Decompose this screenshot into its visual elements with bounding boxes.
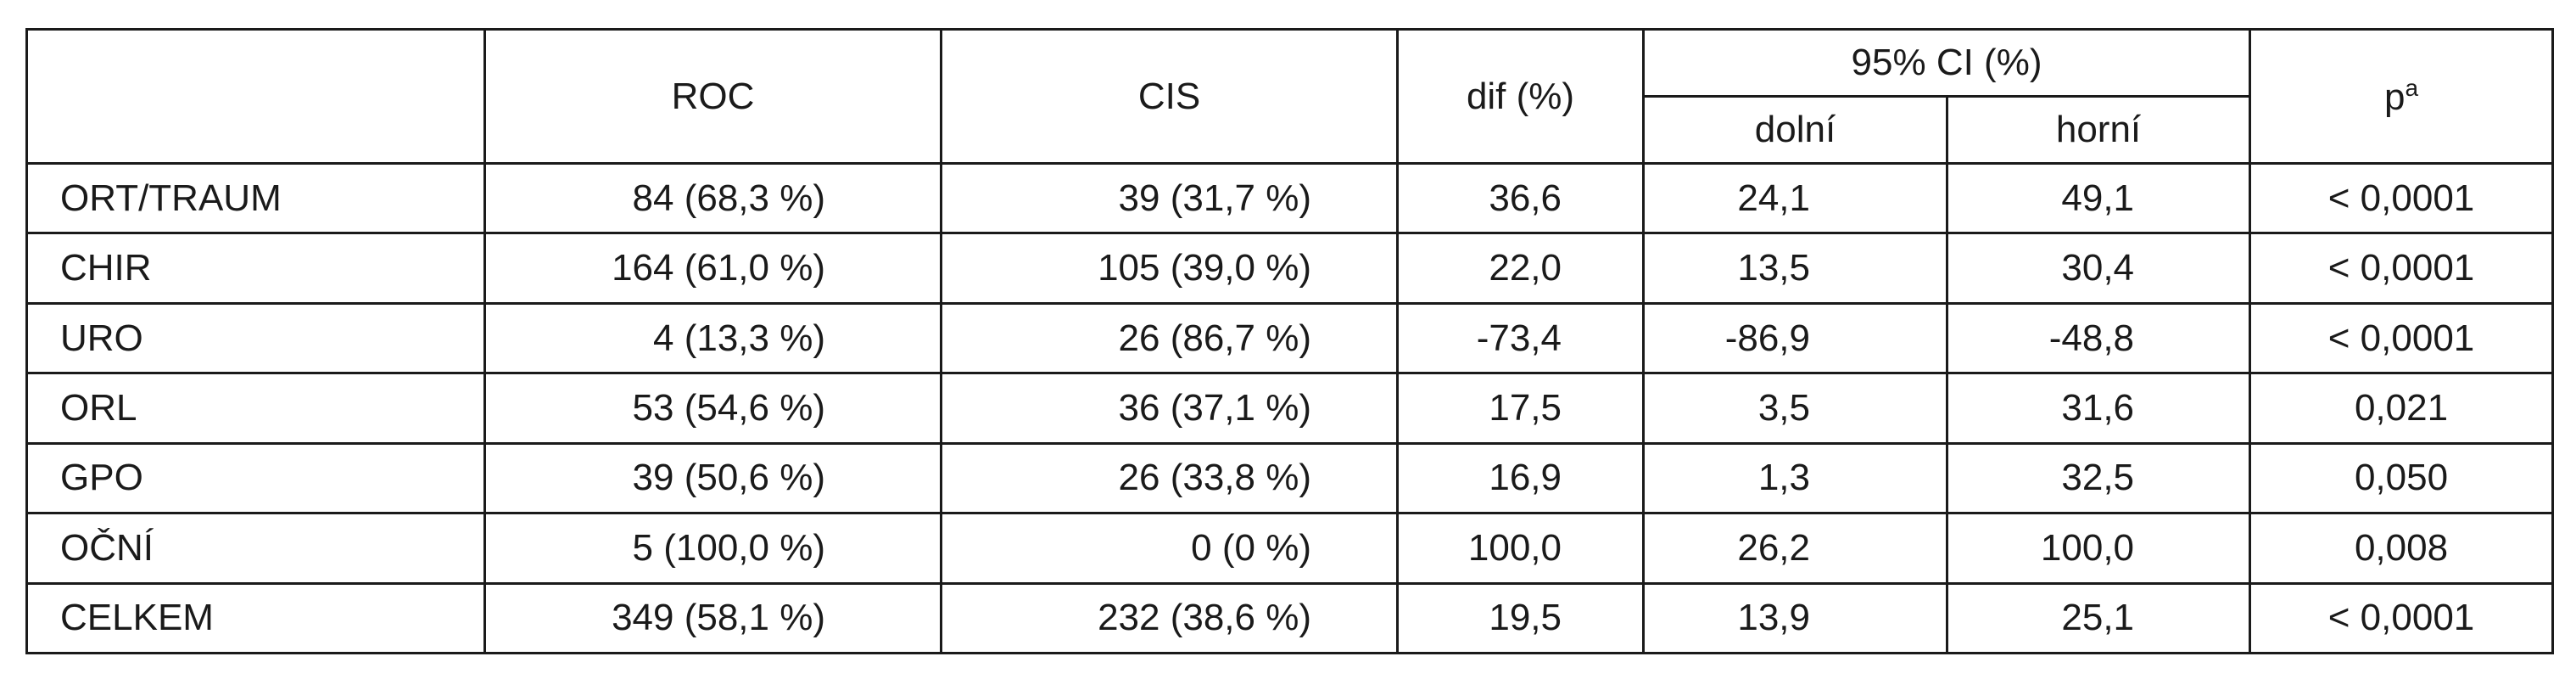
cell-cis: 232 (38,6 %) <box>940 581 1399 655</box>
results-table: ROC CIS dif (%) 95% CI (%) pa dolní horn… <box>25 28 2555 655</box>
header-row-sub: dolní horní <box>27 95 2553 165</box>
cell-dif: 19,5 <box>1396 581 1645 655</box>
cell-p-value: < 0,0001 <box>2249 161 2555 235</box>
header-row-top: ROC CIS dif (%) 95% CI (%) pa <box>25 28 2555 165</box>
table-row: OČNÍ 5 (100,0 %) 0 (0 %) 100,0 26,2 100,0 0,00… <box>25 512 2555 585</box>
cell-dif: 16,9 <box>1396 441 1645 515</box>
header-cis: CIS <box>940 28 1399 165</box>
results-table-container: ROC CIS dif (%) 95% CI (%) pa dolní horn… <box>25 28 2555 655</box>
cell-ci-upper: 49,1 <box>1945 161 2252 235</box>
cell-dif: 22,0 <box>1396 232 1645 305</box>
cell-roc: 5 (100,0 %) <box>483 512 942 585</box>
cell-ci-upper: 100,0 <box>1945 512 2252 585</box>
header-empty-cell <box>25 28 486 165</box>
header-p-label: p <box>2383 76 2406 118</box>
cell-roc: 53 (54,6 %) <box>483 372 942 445</box>
cell-ci-lower: 1,3 <box>1642 441 1948 515</box>
cell-cis: 0 (0 %) <box>940 512 1399 585</box>
cell-p-value: 0,008 <box>2249 512 2555 585</box>
table-row: CELKEM 349 (58,1 %) 232 (38,6 %) 19,5 13,9 25… <box>25 581 2555 655</box>
cell-ci-upper: 25,1 <box>1945 581 2252 655</box>
cell-roc: 349 (58,1 %) <box>483 581 942 655</box>
table-row: CHIR 164 (61,0 %) 105 (39,0 %) 22,0 13,5 30,4… <box>25 232 2555 305</box>
row-label: URO <box>25 301 486 375</box>
header-dif: dif (%) <box>1396 28 1645 165</box>
cell-cis: 36 (37,1 %) <box>940 372 1399 445</box>
table-row: ORL 53 (54,6 %) 36 (37,1 %) 17,5 3,5 31,6 0,02… <box>25 372 2555 445</box>
cell-p-value: < 0,0001 <box>2249 232 2555 305</box>
cell-cis: 26 (33,8 %) <box>940 441 1399 515</box>
row-label: GPO <box>25 441 486 515</box>
row-label: OČNÍ <box>25 512 486 585</box>
cell-roc: 4 (13,3 %) <box>483 301 942 375</box>
cell-dif: 17,5 <box>1396 372 1645 445</box>
cell-p-value: < 0,0001 <box>2249 301 2555 375</box>
table-row: GPO 39 (50,6 %) 26 (33,8 %) 16,9 1,3 32,5 0,05… <box>25 441 2555 515</box>
row-label: ORL <box>25 372 486 445</box>
cell-ci-upper: 32,5 <box>1945 441 2252 515</box>
row-label: CELKEM <box>25 581 486 655</box>
header-p-superscript: a <box>2405 74 2419 101</box>
row-label: CHIR <box>25 232 486 305</box>
cell-ci-lower: 26,2 <box>1642 512 1948 585</box>
header-roc: ROC <box>483 28 942 165</box>
cell-roc: 164 (61,0 %) <box>483 232 942 305</box>
cell-roc: 39 (50,6 %) <box>483 441 942 515</box>
cell-dif: -73,4 <box>1396 301 1645 375</box>
cell-cis: 26 (86,7 %) <box>940 301 1399 375</box>
cell-dif: 36,6 <box>1396 161 1645 235</box>
table-row: URO 4 (13,3 %) 26 (86,7 %) -73,4 -86,9 -48,8 <… <box>25 301 2555 375</box>
row-label: ORT/TRAUM <box>25 161 486 235</box>
table-row: ORT/TRAUM 84 (68,3 %) 39 (31,7 %) 36,6 24,1 4… <box>25 161 2555 235</box>
header-lower: dolní <box>1642 95 1948 165</box>
header-upper: horní <box>1945 95 2252 165</box>
cell-p-value: < 0,0001 <box>2249 581 2555 655</box>
cell-ci-upper: 31,6 <box>1945 372 2252 445</box>
cell-ci-lower: 13,5 <box>1642 232 1948 305</box>
cell-cis: 105 (39,0 %) <box>940 232 1399 305</box>
cell-roc: 84 (68,3 %) <box>483 161 942 235</box>
cell-ci-upper: 30,4 <box>1945 232 2252 305</box>
cell-dif: 100,0 <box>1396 512 1645 585</box>
cell-ci-lower: -86,9 <box>1642 301 1948 375</box>
table-body: ORT/TRAUM 84 (68,3 %) 39 (31,7 %) 36,6 24,1 4… <box>25 161 2555 655</box>
cell-p-value: 0,021 <box>2249 372 2555 445</box>
header-ci: 95% CI (%) <box>1641 28 2252 98</box>
cell-ci-lower: 3,5 <box>1642 372 1948 445</box>
cell-p-value: 0,050 <box>2249 441 2555 515</box>
cell-cis: 39 (31,7 %) <box>940 161 1399 235</box>
header-p: pa <box>2249 28 2555 165</box>
cell-ci-lower: 13,9 <box>1642 581 1948 655</box>
cell-ci-upper: -48,8 <box>1945 301 2252 375</box>
cell-ci-lower: 24,1 <box>1642 161 1948 235</box>
